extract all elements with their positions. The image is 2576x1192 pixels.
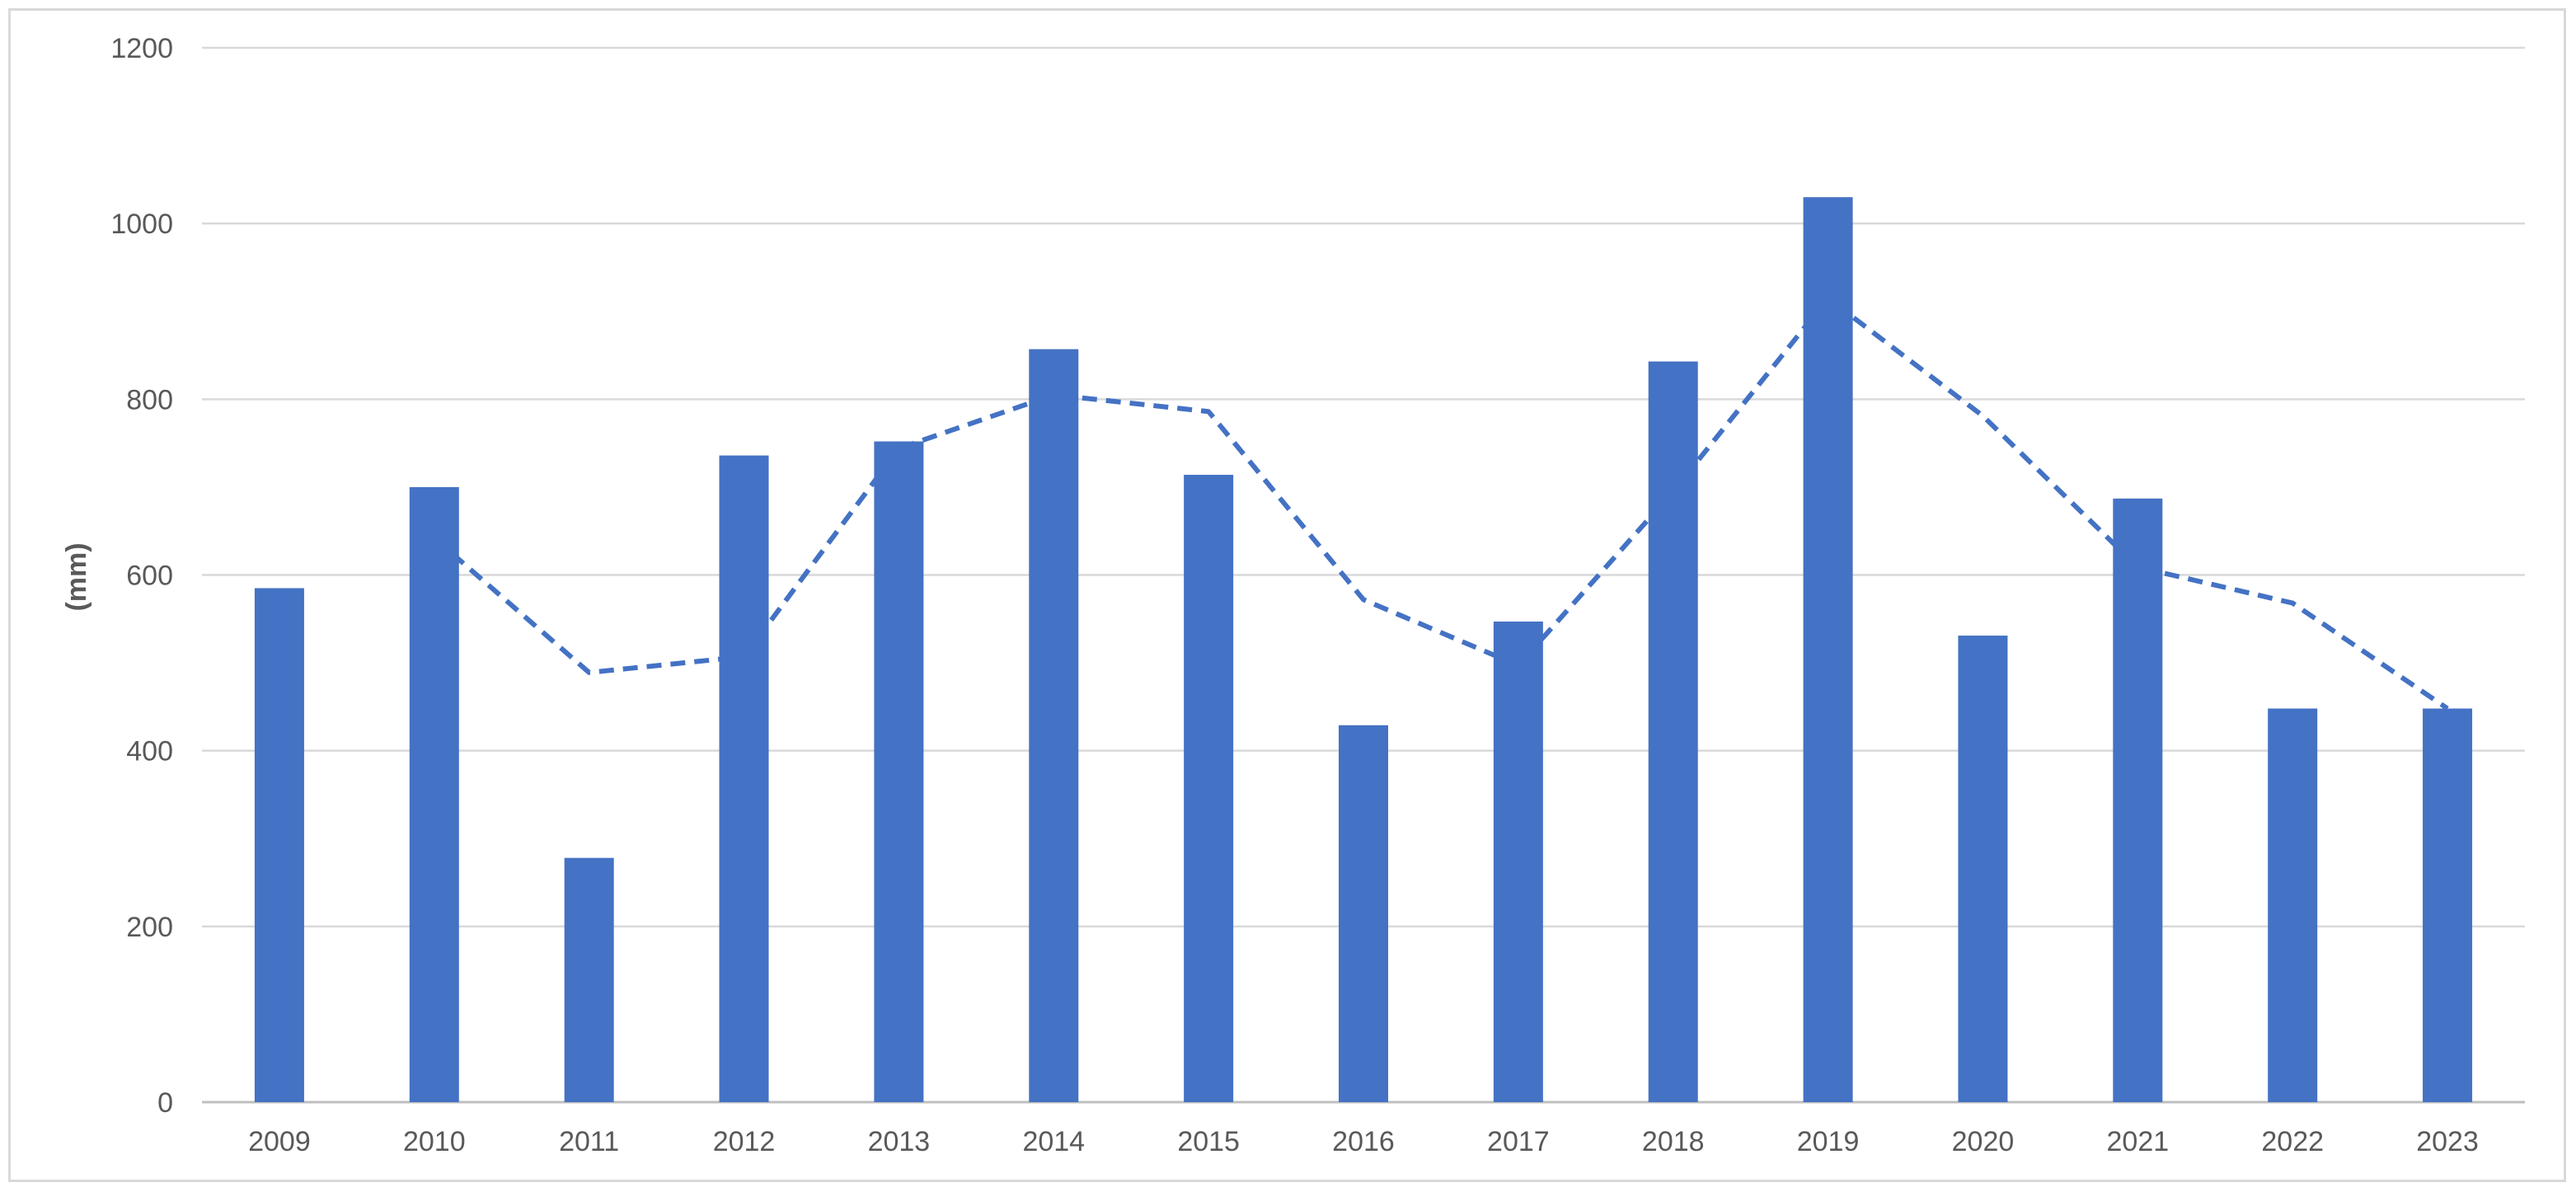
y-axis: 0 200 400 600 800 1000 1200 [110, 33, 173, 1119]
x-tick-label: 2021 [2107, 1126, 2170, 1157]
bar [564, 857, 614, 1102]
y-tick-label: 400 [126, 736, 173, 767]
x-axis: 2009 2010 2011 2012 2013 2014 2015 2016 2017 2018… [248, 1126, 2479, 1157]
bar [2423, 708, 2473, 1102]
x-tick-label: 2012 [713, 1126, 776, 1157]
x-tick-label: 2015 [1177, 1126, 1240, 1157]
x-tick-label: 2013 [868, 1126, 931, 1157]
x-tick-label: 2017 [1487, 1126, 1550, 1157]
x-tick-label: 2018 [1642, 1126, 1705, 1157]
x-tick-label: 2020 [1952, 1126, 2015, 1157]
bar [874, 441, 924, 1102]
x-tick-label: 2019 [1797, 1126, 1860, 1157]
bar [2268, 708, 2318, 1102]
bar [1184, 474, 1234, 1102]
bar [1648, 361, 1698, 1102]
x-tick-label: 2009 [248, 1126, 311, 1157]
bar [2113, 498, 2163, 1102]
x-tick-label: 2023 [2416, 1126, 2479, 1157]
bar [254, 588, 304, 1102]
y-axis-title: (mm) [61, 542, 92, 611]
y-tick-label: 600 [126, 561, 173, 592]
y-tick-label: 1200 [110, 33, 173, 64]
y-tick-label: 1000 [110, 209, 173, 240]
bar [719, 455, 769, 1102]
x-tick-label: 2016 [1332, 1126, 1395, 1157]
bar [1029, 349, 1079, 1103]
bar-series [254, 197, 2473, 1103]
x-tick-label: 2011 [559, 1126, 619, 1157]
bar [1493, 621, 1543, 1102]
trend-line [432, 295, 2449, 711]
y-tick-label: 0 [157, 1087, 173, 1119]
x-tick-label: 2014 [1022, 1126, 1085, 1157]
bar [1339, 725, 1388, 1102]
x-tick-label: 2010 [403, 1126, 466, 1157]
x-tick-label: 2022 [2261, 1126, 2324, 1157]
bar [409, 486, 459, 1102]
y-tick-label: 200 [126, 912, 173, 943]
bar [1958, 636, 2008, 1102]
line-series [432, 295, 2449, 711]
y-tick-label: 800 [126, 384, 173, 415]
bar [1803, 197, 1853, 1103]
